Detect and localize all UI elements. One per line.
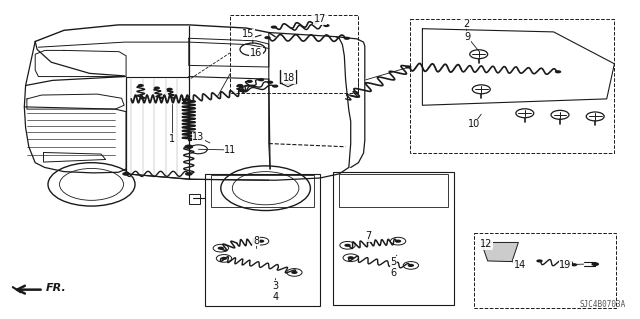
Circle shape [258,78,264,81]
Text: FR.: FR. [46,283,67,293]
Circle shape [344,37,350,40]
Circle shape [405,65,412,69]
Text: 15: 15 [242,29,255,40]
Circle shape [122,172,130,176]
Circle shape [267,81,273,84]
Text: 13: 13 [192,132,205,142]
Text: 11: 11 [224,145,237,155]
Circle shape [408,264,414,267]
Text: 6: 6 [390,268,397,278]
Text: 14: 14 [513,260,526,270]
Text: SJC4B0703A: SJC4B0703A [580,300,626,309]
Circle shape [323,24,330,27]
Circle shape [271,26,277,29]
Circle shape [591,262,599,266]
Circle shape [166,88,173,91]
Circle shape [264,36,271,39]
Circle shape [154,86,160,90]
Circle shape [312,22,318,25]
Circle shape [258,240,264,243]
Circle shape [272,85,278,88]
Circle shape [237,84,243,87]
Circle shape [348,256,354,259]
Circle shape [571,263,577,266]
Text: 1: 1 [168,134,175,144]
Circle shape [291,271,298,274]
Polygon shape [481,242,518,262]
Text: 16: 16 [250,48,262,58]
Text: 17: 17 [314,14,326,24]
Text: 2: 2 [463,19,469,29]
Circle shape [555,70,561,73]
Circle shape [184,145,193,149]
Circle shape [221,257,227,260]
Circle shape [185,172,193,176]
Text: 8: 8 [253,236,259,246]
Circle shape [344,244,351,247]
Circle shape [536,259,543,263]
Circle shape [138,84,144,87]
Text: 5: 5 [390,256,397,267]
Polygon shape [189,194,200,204]
Circle shape [246,80,253,83]
Circle shape [218,247,224,250]
Text: 19: 19 [559,260,572,270]
Text: 10: 10 [467,119,480,130]
Text: 18: 18 [283,73,296,83]
Text: 12: 12 [480,239,493,249]
Circle shape [395,240,401,243]
Text: 4: 4 [272,292,278,302]
Text: 3: 3 [272,280,278,291]
Text: 7: 7 [365,231,371,241]
Text: 9: 9 [464,32,470,42]
